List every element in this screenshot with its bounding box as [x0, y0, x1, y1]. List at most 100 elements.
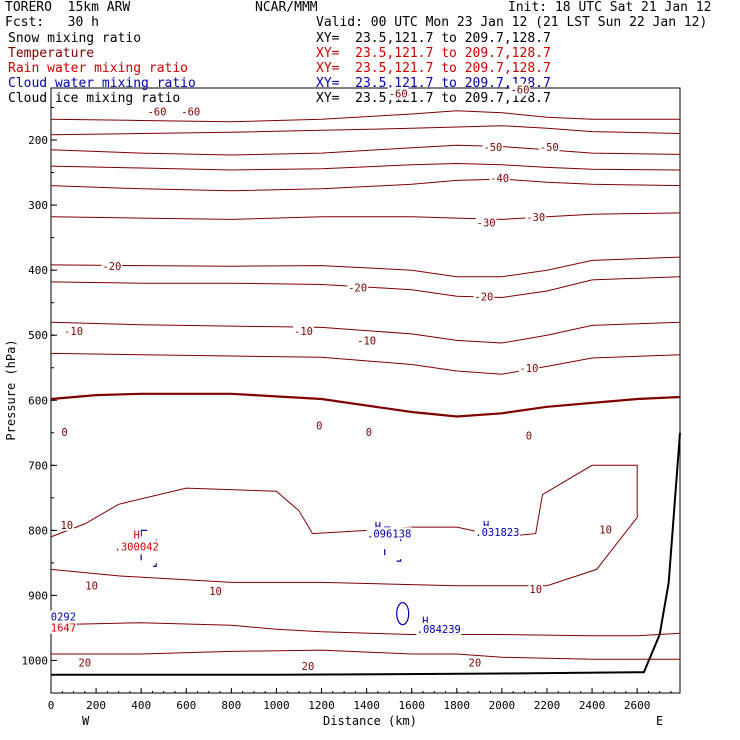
contour-label-text: -40 — [490, 173, 509, 185]
contour-label-30: H — [373, 520, 382, 533]
contour-label-text: 20 — [469, 658, 482, 670]
contour-line-9 — [50, 352, 681, 375]
contour-label-text: .031823 — [475, 527, 519, 539]
y-axis-label: Pressure (hPa) — [4, 339, 18, 440]
fcst-label: Fcst: 30 h — [5, 15, 99, 30]
contour-label-bg — [473, 290, 495, 303]
contour-label-1: -60 — [509, 83, 531, 97]
x-tick-label-9: 1800 — [444, 699, 471, 712]
contour-label-text: 0292 — [51, 612, 76, 624]
contour-label-14: -10 — [356, 334, 377, 348]
contour-label-text: -10 — [64, 326, 83, 338]
contour-label-text: -30 — [477, 217, 496, 229]
contour-label-text: H — [483, 520, 489, 532]
x-tick-label-5: 1000 — [263, 699, 290, 712]
x-tick-label-10: 2000 — [489, 699, 516, 712]
contour-line-5 — [50, 212, 681, 220]
contour-label-text: 10 — [85, 580, 98, 592]
contour-label-16: 0 — [60, 425, 69, 439]
contour-label-bg — [467, 656, 483, 669]
contour-label-15: -10 — [518, 362, 540, 375]
contour-label-text: 10 — [529, 584, 542, 596]
contour-label-bg — [146, 105, 168, 118]
contour-label-11: -20 — [473, 290, 495, 303]
y-tick-label-2: 400 — [28, 264, 48, 277]
contour-line-8 — [50, 321, 681, 344]
x-tick-label-2: 400 — [131, 699, 151, 712]
contour-line-0 — [50, 110, 680, 123]
contour-label-text: H — [375, 521, 381, 533]
contour-label-bg — [524, 429, 534, 442]
contour-label-text: 20 — [78, 658, 91, 670]
contour-label-4: -50 — [482, 140, 504, 154]
contour-line-2 — [50, 144, 681, 156]
contour-label-bg — [356, 334, 377, 347]
contour-label-bg — [77, 656, 93, 669]
y-tick-label-6: 800 — [28, 524, 48, 537]
contour-line-10 — [50, 392, 681, 418]
contour-label-text: -60 — [389, 89, 408, 101]
contour-10-region — [50, 464, 638, 587]
contour-label-21: 10 — [84, 579, 99, 592]
legend-temperature: Temperature — [8, 46, 95, 61]
contour-label-bg — [482, 140, 504, 153]
contour-label-text: -20 — [102, 261, 121, 273]
contour-label-6: -40 — [489, 172, 510, 185]
contour-label-text: 20 — [302, 661, 315, 673]
contour-label-bg — [208, 585, 223, 598]
contour-label-text: H — [134, 530, 140, 542]
contour-label-bg — [528, 583, 543, 596]
contour-label-bg — [49, 610, 77, 623]
x-tick-label-4: 800 — [221, 699, 241, 712]
contour-label-bg — [132, 528, 141, 541]
contour-label-17: 0 — [315, 419, 324, 432]
contour-label-33: .031823 — [474, 525, 521, 539]
contour-label-text: -10 — [519, 363, 538, 375]
contour-line-6 — [50, 256, 681, 278]
contour-label-7: -30 — [525, 211, 547, 224]
x-tick-label-12: 2400 — [579, 699, 606, 712]
contour-label-text: -30 — [526, 212, 545, 224]
x-tick-label-6: 1200 — [308, 699, 335, 712]
contour-label-text: 10 — [209, 586, 222, 598]
contour-label-12: -10 — [63, 324, 84, 338]
legend-cloud-water: Cloud water mixing ratio — [8, 76, 196, 91]
contour-label-18: 0 — [364, 425, 373, 439]
contour-label-text: -20 — [348, 282, 367, 294]
legend-snow: Snow mixing ratio — [8, 31, 142, 46]
y-tick-label-1: 300 — [28, 199, 48, 212]
contour-label-13: -10 — [293, 324, 314, 338]
contour-label-bg — [60, 425, 69, 438]
contour-label-text: -50 — [540, 142, 559, 154]
contour-label-bg — [347, 281, 368, 294]
x-axis-label: Distance (km) — [323, 714, 417, 728]
y-tick-label-7: 900 — [28, 589, 48, 602]
contour-label-text: -50 — [483, 142, 502, 154]
contour-label-bg — [475, 216, 497, 229]
cloud-water-contour-1 — [396, 602, 410, 626]
contour-label-bg — [518, 362, 540, 375]
contour-label-text: 0 — [366, 427, 372, 439]
contour-label-bg — [598, 523, 613, 536]
contour-label-bg — [63, 324, 84, 337]
x-tick-label-1: 200 — [86, 699, 106, 712]
contour-label-32: H — [482, 518, 491, 532]
contour-label-text: .300042 — [115, 541, 159, 553]
contour-label-bg — [113, 540, 160, 553]
init-label: Init: 18 UTC Sat 21 Jan 12 — [508, 0, 712, 15]
contour-label-text: .084239 — [417, 624, 461, 636]
y-tick-label-5: 700 — [28, 459, 48, 472]
contour-label-0: -60 — [387, 87, 409, 101]
contour-label-bg — [315, 419, 324, 432]
contour-label-3: -60 — [180, 105, 202, 119]
contour-label-bg — [482, 518, 491, 531]
y-tick-label-8: 1000 — [22, 654, 49, 667]
contour-line-7 — [50, 276, 681, 299]
x-tick-label-0: 0 — [48, 699, 55, 712]
x-tick-label-3: 600 — [176, 699, 196, 712]
contour-line-1 — [50, 125, 681, 136]
contour-label-24: 10 — [598, 523, 613, 536]
west-label: W — [82, 714, 90, 728]
contour-label-34: H — [421, 614, 430, 627]
